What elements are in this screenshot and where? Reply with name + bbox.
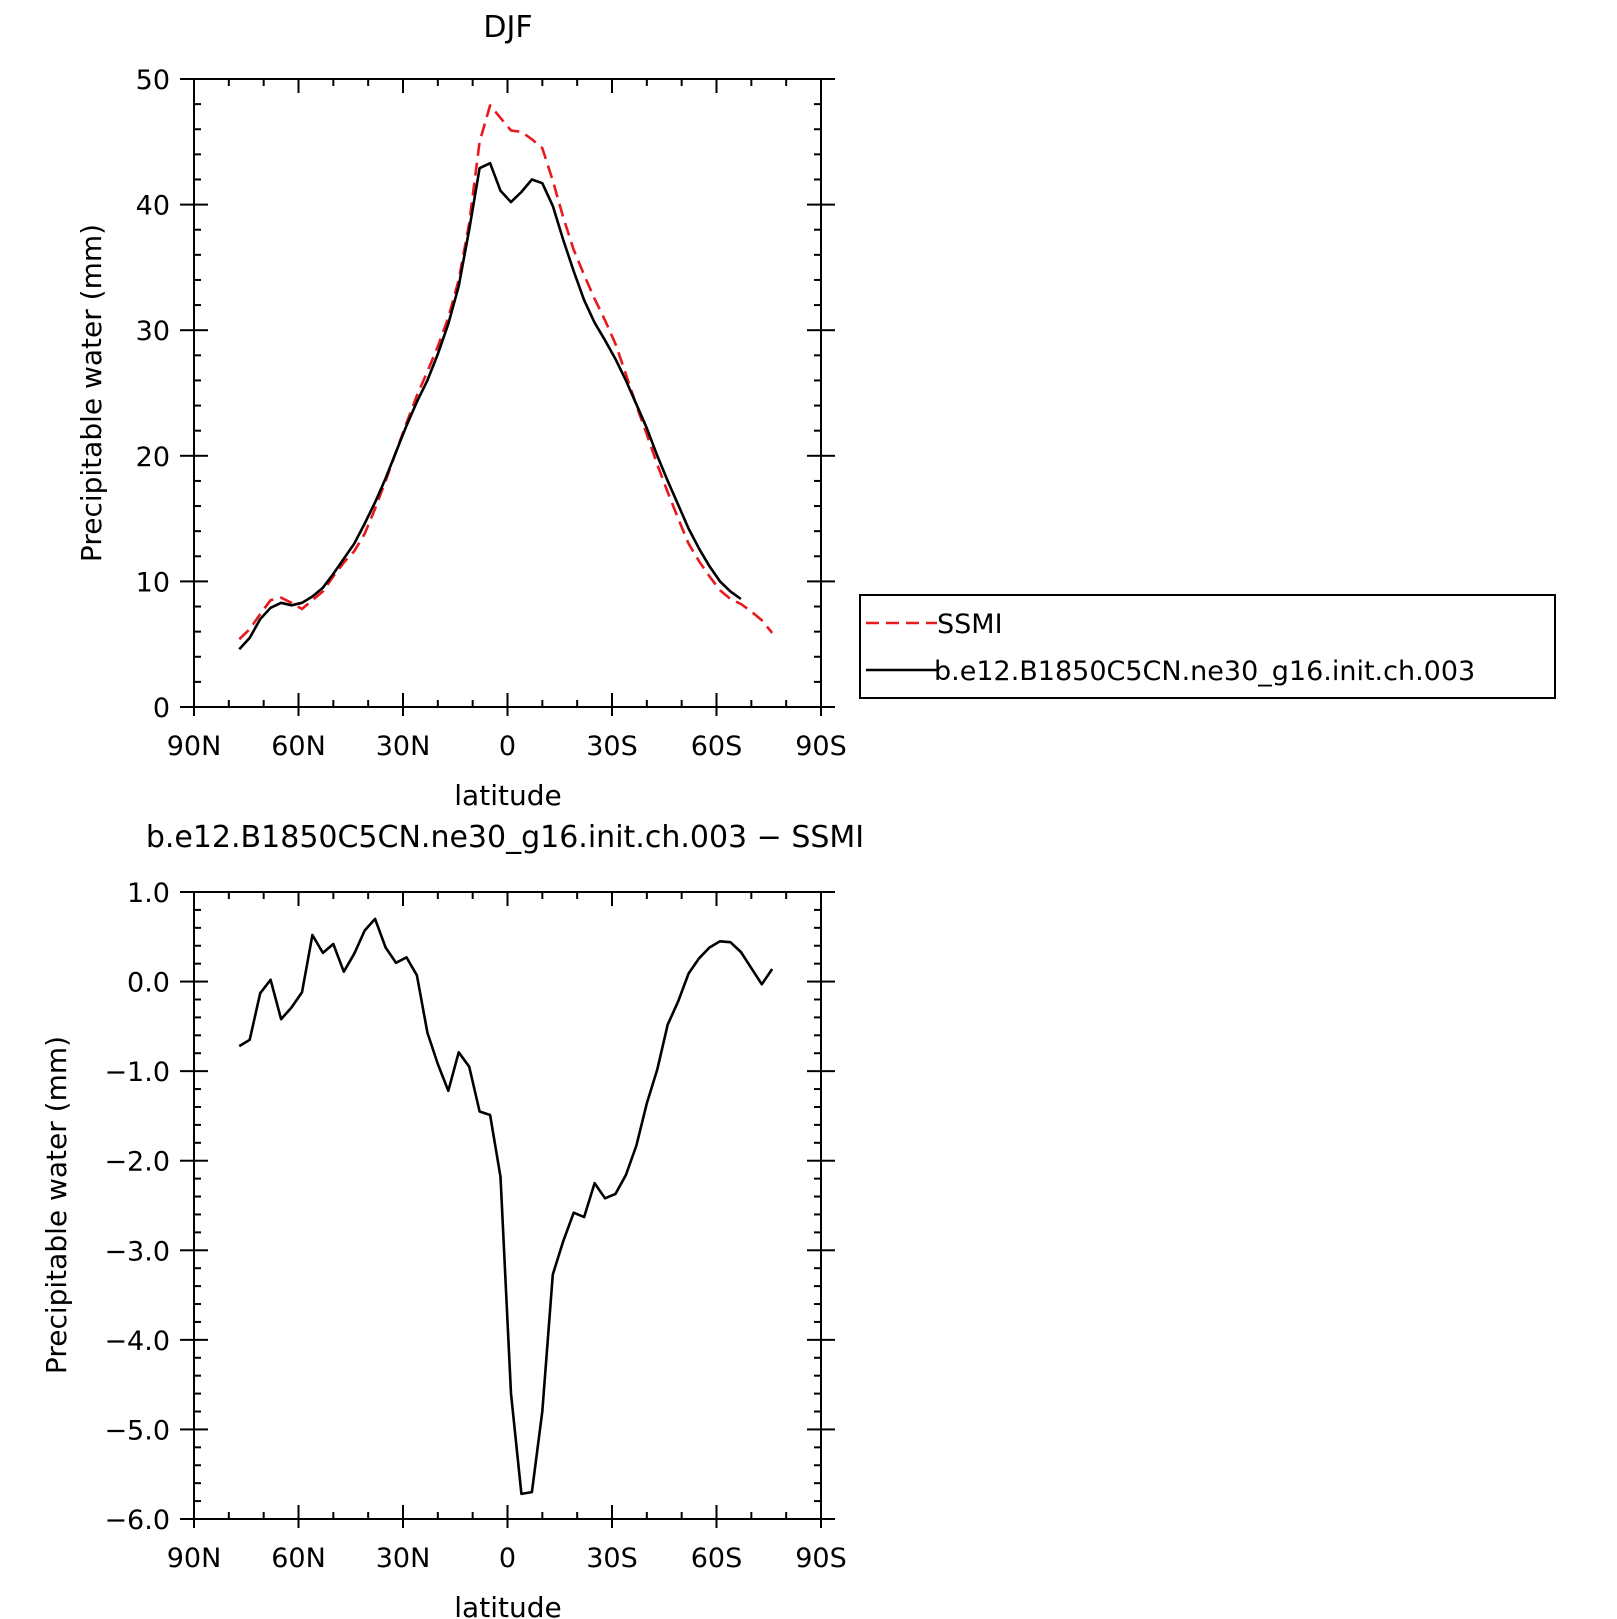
- y-tick-label-3: 30: [136, 316, 170, 347]
- top-panel-ylabel: Precipitable water (mm): [75, 224, 108, 562]
- top-panel: DJF 90N 60N 30N 0 30S 60S 90S 0 10 20 30 40 50 latit…: [75, 10, 1556, 812]
- legend-label-ssmi: SSMI: [937, 609, 1003, 640]
- y-tick-label-5: 50: [136, 65, 170, 96]
- y-tick-label-0: 1.0: [127, 878, 170, 909]
- y-tick-label-4: −3.0: [104, 1236, 170, 1267]
- x-tick-label-1: 60N: [271, 1543, 326, 1574]
- y-tick-label-0: 0: [153, 693, 170, 724]
- y-tick-label-7: −6.0: [104, 1505, 170, 1536]
- x-tick-label-3: 0: [499, 731, 516, 762]
- x-tick-label-6: 90S: [795, 1543, 847, 1574]
- bottom-panel-title: b.e12.B1850C5CN.ne30_g16.init.ch.003 − S…: [146, 820, 864, 855]
- y-tick-label-1: 0.0: [127, 968, 170, 999]
- x-tick-label-6: 90S: [795, 731, 847, 762]
- x-tick-label-0: 90N: [167, 731, 222, 762]
- top-series-line-0: [238, 104, 774, 641]
- y-tick-label-4: 40: [136, 191, 170, 222]
- top-panel-series: [238, 104, 774, 651]
- top-panel-xlabel: latitude: [454, 779, 561, 812]
- bottom-panel-ylabel: Precipitable water (mm): [40, 1036, 73, 1374]
- x-tick-label-1: 60N: [271, 731, 326, 762]
- x-tick-label-4: 30S: [586, 1543, 638, 1574]
- top-panel-ticks: 90N 60N 30N 0 30S 60S 90S 0 10 20 30 40 50: [136, 65, 847, 762]
- y-tick-label-2: 20: [136, 442, 170, 473]
- bottom-panel-xlabel: latitude: [454, 1591, 561, 1619]
- x-tick-label-2: 30N: [376, 1543, 431, 1574]
- top-series-line-1: [238, 161, 742, 651]
- x-tick-label-2: 30N: [376, 731, 431, 762]
- bottom-series-line-0: [238, 917, 774, 1496]
- y-tick-label-1: 10: [136, 567, 170, 598]
- top-panel-title: DJF: [483, 10, 532, 45]
- legend: SSMI b.e12.B1850C5CN.ne30_g16.init.ch.00…: [859, 594, 1556, 699]
- y-tick-label-5: −4.0: [104, 1326, 170, 1357]
- y-tick-label-2: −1.0: [104, 1057, 170, 1088]
- x-tick-label-5: 60S: [691, 1543, 743, 1574]
- legend-box: [859, 594, 1556, 699]
- bottom-panel-ticks: 90N 60N 30N 0 30S 60S 90S 1.0 0.0 −1.0 −2.0 −3.0 −4.…: [104, 878, 846, 1574]
- bottom-panel: b.e12.B1850C5CN.ne30_g16.init.ch.003 − S…: [40, 820, 864, 1619]
- bottom-panel-series: [238, 917, 774, 1496]
- x-tick-label-5: 60S: [691, 731, 743, 762]
- legend-label-model: b.e12.B1850C5CN.ne30_g16.init.ch.003: [934, 656, 1475, 687]
- top-panel-frame: [193, 78, 822, 708]
- bottom-panel-frame: [193, 891, 822, 1520]
- x-tick-label-0: 90N: [167, 1543, 222, 1574]
- y-tick-label-6: −5.0: [104, 1415, 170, 1446]
- x-tick-label-3: 0: [499, 1543, 516, 1574]
- y-tick-label-3: −2.0: [104, 1147, 170, 1178]
- x-tick-label-4: 30S: [586, 731, 638, 762]
